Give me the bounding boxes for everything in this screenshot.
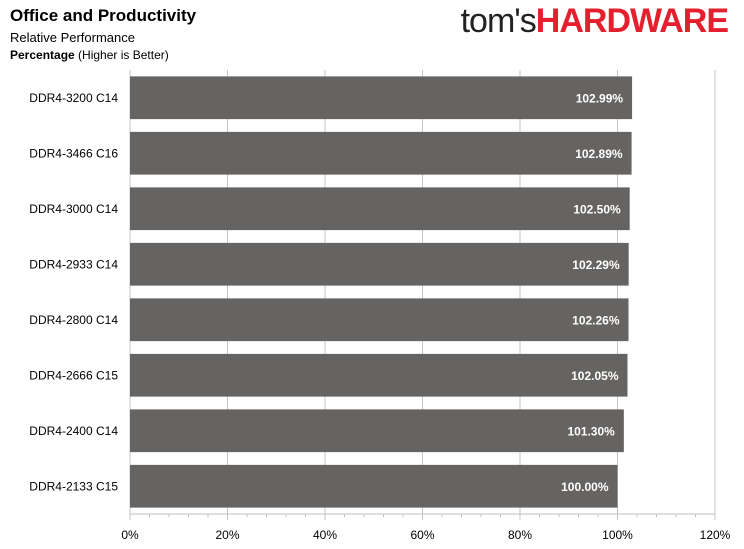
category-label: DDR4-3200 C14 bbox=[29, 91, 118, 105]
bar bbox=[130, 353, 628, 397]
data-label: 102.26% bbox=[572, 313, 620, 327]
bar bbox=[130, 76, 633, 120]
category-label: DDR4-2400 C14 bbox=[29, 424, 118, 438]
x-tick-label: 20% bbox=[215, 528, 239, 542]
x-tick-label: 40% bbox=[313, 528, 337, 542]
data-label: 101.30% bbox=[567, 424, 615, 438]
category-label: DDR4-2666 C15 bbox=[29, 368, 118, 382]
logo-part1: tom's bbox=[460, 2, 537, 40]
logo-part2: HARDWARE bbox=[535, 2, 729, 40]
unit-label-bold: Percentage bbox=[10, 48, 75, 62]
bar bbox=[130, 187, 630, 231]
data-label: 102.89% bbox=[575, 147, 623, 161]
category-label: DDR4-2800 C14 bbox=[29, 313, 118, 327]
bar bbox=[130, 242, 629, 286]
data-label: 102.29% bbox=[572, 258, 620, 272]
bar bbox=[130, 409, 624, 453]
x-tick-label: 60% bbox=[410, 528, 434, 542]
x-tick-label: 0% bbox=[121, 528, 139, 542]
data-label: 102.99% bbox=[576, 91, 624, 105]
category-label: DDR4-3000 C14 bbox=[29, 202, 118, 216]
x-tick-label: 120% bbox=[700, 528, 731, 542]
data-label: 100.00% bbox=[561, 480, 609, 494]
chart-subtitle: Relative Performance bbox=[10, 30, 135, 45]
unit-label: Percentage (Higher is Better) bbox=[10, 48, 169, 62]
data-label: 102.50% bbox=[573, 202, 621, 216]
x-tick-label: 80% bbox=[508, 528, 532, 542]
x-tick-label: 100% bbox=[602, 528, 633, 542]
toms-hardware-logo: tom'sHARDWARE bbox=[460, 2, 729, 41]
category-label: DDR4-2933 C14 bbox=[29, 257, 118, 271]
bar bbox=[130, 131, 632, 175]
bar bbox=[130, 464, 618, 508]
data-label: 102.05% bbox=[571, 369, 619, 383]
chart-title: Office and Productivity bbox=[10, 6, 197, 25]
unit-label-rest: (Higher is Better) bbox=[74, 48, 169, 62]
category-label: DDR4-2133 C15 bbox=[29, 479, 118, 493]
bar bbox=[130, 298, 629, 342]
category-label: DDR4-3466 C16 bbox=[29, 146, 118, 160]
